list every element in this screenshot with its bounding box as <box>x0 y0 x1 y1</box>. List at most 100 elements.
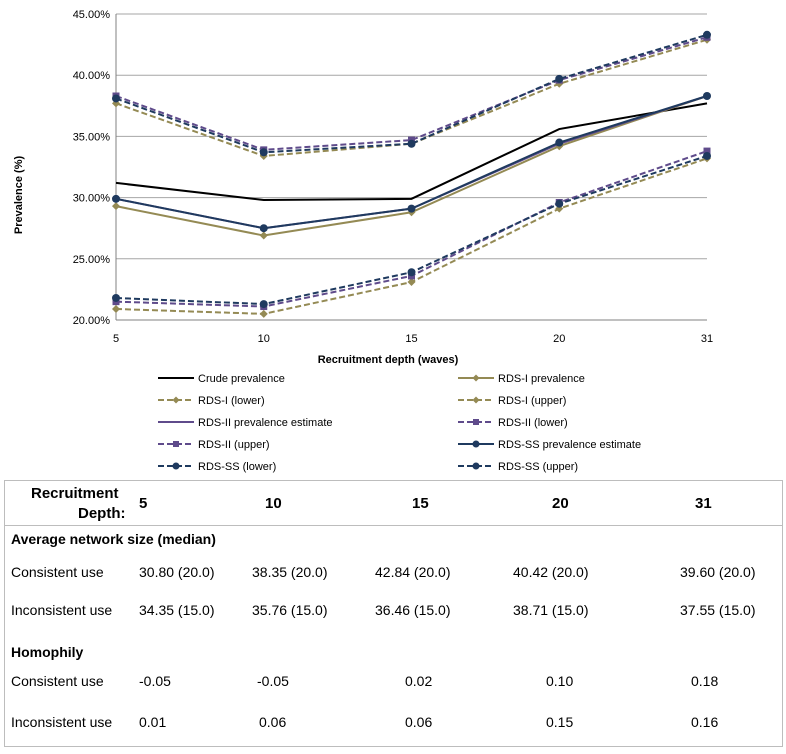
series-line <box>115 102 708 202</box>
table-cell: 0.01 <box>139 714 167 730</box>
series-rds-i-prevalence <box>112 92 711 240</box>
series-line <box>115 38 708 157</box>
legend-item: RDS-SS (lower) <box>158 461 276 473</box>
table-cell: 38.35 (20.0) <box>252 564 328 580</box>
data-point <box>112 304 120 313</box>
network-table: Recruitment Depth: 5 10 15 20 31 Average… <box>4 480 783 747</box>
legend-label: RDS-SS (upper) <box>498 461 578 473</box>
data-point <box>472 374 480 382</box>
table-cell: 0.18 <box>691 673 719 689</box>
data-point <box>259 300 268 309</box>
column-header-31: 31 <box>695 495 712 512</box>
table-cell: 0.10 <box>546 673 574 689</box>
y-tick-label: 40.00% <box>73 70 111 82</box>
table-cell: 0.15 <box>546 714 574 730</box>
data-point <box>407 139 416 148</box>
legend-label: RDS-I prevalence <box>498 373 585 385</box>
series-line <box>115 36 708 151</box>
data-point <box>555 74 564 83</box>
section-title-homophily: Homophily <box>11 644 84 660</box>
data-point <box>112 293 120 302</box>
series-rds-ss-lower <box>112 151 711 309</box>
x-tick-label: 15 <box>405 333 417 345</box>
x-tick-label: 10 <box>258 333 270 345</box>
y-tick-label: 20.00% <box>73 315 111 327</box>
data-point <box>172 396 180 404</box>
y-tick-label: 35.00% <box>73 131 111 143</box>
x-tick-label: 31 <box>701 333 713 345</box>
x-axis-label: Recruitment depth (waves) <box>318 354 459 366</box>
legend-label: RDS-II (lower) <box>498 417 568 429</box>
data-point <box>472 396 480 404</box>
table-cell: 30.80 (20.0) <box>139 564 215 580</box>
series-rds-ss-prevalence-estimate <box>112 92 711 233</box>
data-point <box>259 148 268 157</box>
legend: Crude prevalence RDS-I prevalence RDS-I (l… <box>158 373 641 473</box>
header-label-line2: Depth: <box>78 505 126 522</box>
legend-label: RDS-II (upper) <box>198 439 270 451</box>
x-tick-label: 5 <box>113 333 119 345</box>
data-point <box>407 278 416 287</box>
legend-item: RDS-II (lower) <box>458 417 568 429</box>
table-cell: 36.46 (15.0) <box>375 602 451 618</box>
y-axis-label: Prevalence (%) <box>13 156 25 235</box>
header-label-line1: Recruitment <box>31 485 119 502</box>
table-cell: 39.60 (20.0) <box>680 564 756 580</box>
x-tick-labels: 5 10 15 20 31 <box>113 333 713 345</box>
legend-label: RDS-SS prevalence estimate <box>498 439 641 451</box>
data-point <box>172 462 180 470</box>
table-cell: 0.06 <box>259 714 287 730</box>
legend-item: RDS-SS prevalence estimate <box>458 439 641 451</box>
table-cell: 35.76 (15.0) <box>252 602 328 618</box>
data-point <box>703 147 711 155</box>
data-point <box>259 231 268 240</box>
table-cell: 0.06 <box>405 714 433 730</box>
series-rds-ss-upper <box>112 30 711 157</box>
data-point <box>407 204 416 213</box>
data-point <box>259 309 268 318</box>
table-cell: 0.02 <box>405 673 433 689</box>
row-label: Consistent use <box>11 673 104 689</box>
table-cell: -0.05 <box>139 673 171 689</box>
section-title-network-size: Average network size (median) <box>11 531 216 547</box>
series-rds-ii-upper <box>112 33 711 154</box>
data-point <box>703 30 711 39</box>
data-point <box>259 224 268 233</box>
legend-item: Crude prevalence <box>158 373 285 385</box>
series-rds-i-lower <box>112 154 711 318</box>
table-cell: 34.35 (15.0) <box>139 602 215 618</box>
column-header-15: 15 <box>412 495 429 512</box>
data-point <box>703 151 711 160</box>
y-tick-labels: 20.00% 25.00% 30.00% 35.00% 40.00% 45.00% <box>73 9 111 327</box>
data-point <box>472 462 480 470</box>
prevalence-chart: 20.00% 25.00% 30.00% 35.00% 40.00% 45.00% 5 10… <box>13 9 713 473</box>
y-tick-label: 25.00% <box>73 254 111 266</box>
table-cell: -0.05 <box>257 673 289 689</box>
legend-item: RDS-II prevalence estimate <box>158 417 333 429</box>
legend-label: RDS-I (lower) <box>198 395 265 407</box>
column-header-20: 20 <box>552 495 569 512</box>
table-cell: 42.84 (20.0) <box>375 564 451 580</box>
data-point <box>472 440 480 448</box>
data-point <box>173 441 179 447</box>
legend-item: RDS-I (lower) <box>158 395 265 407</box>
data-point <box>112 202 120 211</box>
data-point <box>112 194 120 203</box>
series-crude-prevalence <box>115 102 708 202</box>
legend-item: RDS-II (upper) <box>158 439 270 451</box>
column-header-5: 5 <box>139 495 148 512</box>
table-cell: 0.16 <box>691 714 719 730</box>
data-point <box>473 419 479 425</box>
series-line <box>115 33 708 154</box>
data-point <box>112 94 120 103</box>
row-label: Inconsistent use <box>11 714 113 730</box>
table-cell: 40.42 (20.0) <box>513 564 589 580</box>
axes <box>115 14 707 321</box>
legend-item: RDS-SS (upper) <box>458 461 578 473</box>
table-cell: 38.71 (15.0) <box>513 602 589 618</box>
header-divider <box>5 525 782 526</box>
series-lines <box>112 30 711 318</box>
data-point <box>555 138 564 147</box>
legend-item: RDS-I (upper) <box>458 395 566 407</box>
y-tick-label: 30.00% <box>73 193 111 205</box>
